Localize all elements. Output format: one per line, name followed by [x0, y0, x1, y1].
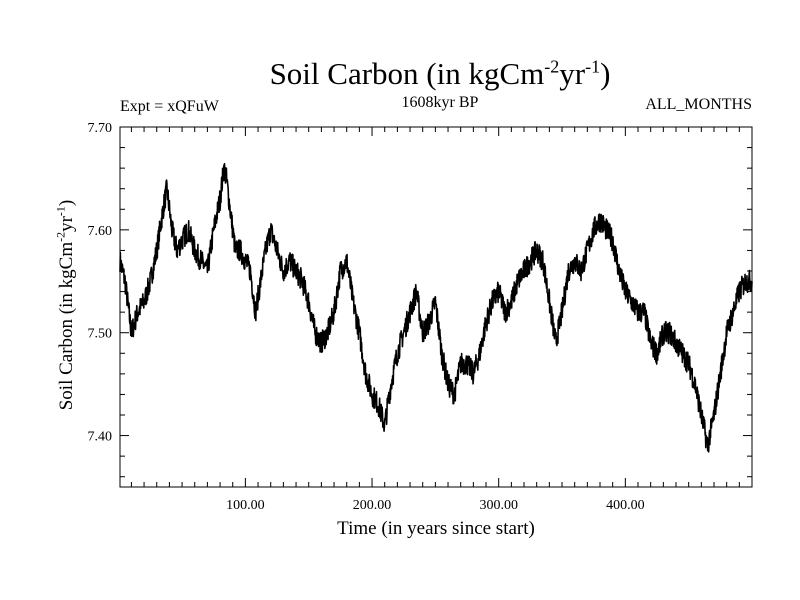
y-tick-label: 7.60: [88, 224, 113, 239]
x-tick-label: 300.00: [479, 498, 518, 513]
plot-frame: [119, 126, 753, 488]
x-axis-label: Time (in years since start): [337, 518, 535, 539]
y-tick-label: 7.70: [88, 121, 113, 136]
x-tick-label: 400.00: [606, 498, 645, 513]
period-label: 1608kyr BP: [401, 94, 479, 111]
series-line-soil-carbon: [119, 162, 753, 453]
experiment-label: Expt = xQFuW: [120, 98, 219, 115]
y-axis-label: Soil Carbon (in kgCm-2yr-1): [53, 199, 77, 411]
y-tick-label: 7.40: [88, 430, 113, 445]
x-tick-label: 200.00: [353, 498, 392, 513]
y-tick-label: 7.50: [88, 327, 113, 342]
months-label: ALL_MONTHS: [645, 96, 752, 113]
x-tick-label: 100.00: [226, 498, 265, 513]
chart-title: Soil Carbon (in kgCm-2yr-1): [269, 56, 611, 91]
